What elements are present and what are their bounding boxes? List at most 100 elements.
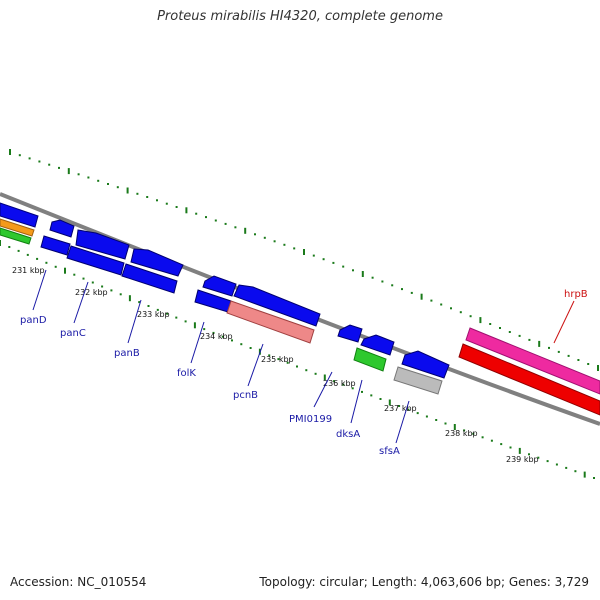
ring-major-tick	[479, 317, 482, 324]
ring-minor-tick	[537, 456, 540, 459]
ring-minor-tick	[203, 328, 206, 331]
gene-labels: panD panC panB folK pcnB PMI0199 dksA sf…	[20, 289, 588, 457]
ring-minor-tick	[472, 432, 475, 435]
ring-minor-tick	[73, 273, 76, 276]
ring-minor-tick	[305, 369, 308, 372]
ring-minor-tick	[77, 173, 80, 176]
ring-minor-tick	[273, 240, 276, 243]
ring-minor-tick	[528, 338, 531, 341]
accession-text: Accession: NC_010554	[10, 575, 147, 589]
ring-minor-tick	[165, 202, 168, 205]
ring-minor-tick	[18, 154, 21, 157]
ring-minor-tick	[231, 339, 233, 342]
ring-minor-tick	[116, 186, 119, 189]
ring-minor-tick	[263, 236, 266, 239]
ring-major-tick	[453, 424, 456, 430]
ring-minor-tick	[416, 412, 419, 415]
ring-minor-tick	[101, 285, 104, 288]
ring-major-tick	[323, 374, 326, 381]
ring-minor-tick	[508, 331, 511, 333]
ring-minor-tick	[277, 358, 280, 361]
ring-minor-tick	[58, 166, 60, 169]
tick-label: 238 kbp	[445, 429, 478, 438]
ring-minor-tick	[138, 301, 141, 304]
ring-minor-tick	[175, 206, 178, 208]
gene-label-folK: folK	[177, 368, 196, 379]
ring-major-tick	[126, 187, 129, 194]
feature-pink-bar	[465, 327, 600, 395]
scale-labels: 231 kbp 232 kbp 233 kbp 234 kbp 235 kbp …	[12, 266, 539, 464]
genome-summary-text: Topology: circular; Length: 4,063,606 bp…	[259, 575, 589, 589]
ring-minor-tick	[407, 408, 410, 411]
ring-minor-tick	[567, 354, 570, 357]
ring-major-tick	[538, 340, 541, 347]
ring-minor-tick	[352, 269, 354, 272]
tick-label: 236 kbp	[323, 379, 356, 388]
ring-major-tick	[185, 207, 188, 214]
feature-blue-left	[0, 202, 39, 228]
ring-minor-tick	[332, 261, 335, 264]
hrpB-leader-line	[553, 300, 575, 344]
ring-minor-tick	[110, 289, 113, 292]
ring-minor-tick	[214, 219, 217, 222]
tick-label: 235 kbp	[261, 355, 294, 364]
ring-minor-tick	[28, 157, 31, 160]
tick-label: 237 kbp	[384, 404, 417, 413]
ring-minor-tick	[249, 347, 252, 349]
ring-minor-tick	[528, 453, 530, 456]
ring-minor-tick	[555, 463, 558, 466]
ring-minor-tick	[398, 405, 401, 407]
ring-minor-tick	[254, 233, 256, 236]
ring-minor-tick	[107, 183, 109, 185]
ring-minor-tick	[286, 361, 289, 364]
gene-label-panB: panB	[114, 348, 140, 359]
ring-minor-tick	[499, 327, 501, 329]
ring-minor-tick	[361, 390, 363, 393]
ring-major-tick	[583, 471, 586, 478]
tick-label: 234 kbp	[200, 332, 233, 341]
upper-strand-genes	[49, 219, 450, 379]
tick-label: 231 kbp	[12, 266, 45, 275]
ring-minor-tick	[371, 276, 374, 279]
ring-minor-tick	[489, 323, 492, 325]
ring-minor-tick	[87, 176, 90, 179]
ring-minor-tick	[557, 350, 560, 353]
ring-minor-tick	[184, 320, 187, 323]
ring-minor-tick	[379, 398, 382, 400]
ring-minor-tick	[205, 216, 207, 219]
ring-minor-tick	[565, 466, 568, 469]
ring-minor-tick	[91, 281, 94, 284]
ring-minor-tick	[351, 387, 354, 390]
outer-dotted-ring	[9, 149, 599, 371]
ring-minor-tick	[370, 394, 373, 397]
ring-minor-tick	[156, 199, 158, 202]
ring-major-tick	[193, 322, 196, 329]
ring-minor-tick	[444, 422, 447, 425]
ring-minor-tick	[54, 265, 57, 268]
ring-minor-tick	[293, 247, 296, 250]
ring-major-tick	[303, 249, 305, 255]
ring-minor-tick	[312, 254, 315, 257]
ring-minor-tick	[240, 343, 243, 346]
gene-label-panC: panC	[60, 328, 86, 339]
ring-minor-tick	[119, 293, 122, 296]
ring-minor-tick	[401, 288, 403, 291]
tick-label: 232 kbp	[75, 288, 108, 297]
ring-minor-tick	[430, 299, 433, 302]
ring-major-tick	[67, 168, 70, 175]
ring-minor-tick	[26, 253, 29, 256]
ring-minor-tick	[8, 246, 11, 248]
ring-minor-tick	[17, 249, 20, 252]
ring-minor-tick	[593, 477, 595, 479]
ring-minor-tick	[45, 261, 48, 264]
ring-minor-tick	[212, 331, 215, 334]
tick-label: 233 kbp	[137, 310, 170, 319]
ring-minor-tick	[435, 419, 438, 421]
gene-leader-lines	[32, 269, 410, 444]
ring-major-tick	[9, 149, 11, 155]
ring-minor-tick	[147, 305, 150, 307]
ring-minor-tick	[546, 460, 549, 463]
ring-minor-tick	[314, 372, 317, 375]
ring-major-tick	[0, 240, 1, 246]
